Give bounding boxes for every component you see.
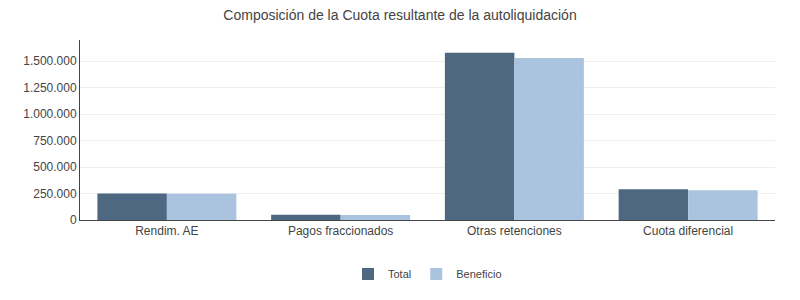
svg-text:Composición de la Cuota result: Composición de la Cuota resultante de la…	[223, 7, 576, 23]
svg-text:Total: Total	[388, 268, 411, 280]
svg-text:Pagos fraccionados: Pagos fraccionados	[288, 224, 393, 238]
svg-text:Rendim. AE: Rendim. AE	[135, 224, 198, 238]
svg-text:Beneficio: Beneficio	[456, 268, 501, 280]
svg-text:1.250.000: 1.250.000	[23, 81, 77, 95]
svg-text:1.000.000: 1.000.000	[23, 107, 77, 121]
svg-text:0: 0	[70, 213, 77, 227]
svg-text:1.500.000: 1.500.000	[23, 54, 77, 68]
svg-text:250.000: 250.000	[33, 187, 77, 201]
svg-text:750.000: 750.000	[33, 134, 77, 148]
svg-text:Cuota diferencial: Cuota diferencial	[643, 224, 733, 238]
svg-text:Otras retenciones: Otras retenciones	[467, 224, 562, 238]
svg-text:500.000: 500.000	[33, 160, 77, 174]
